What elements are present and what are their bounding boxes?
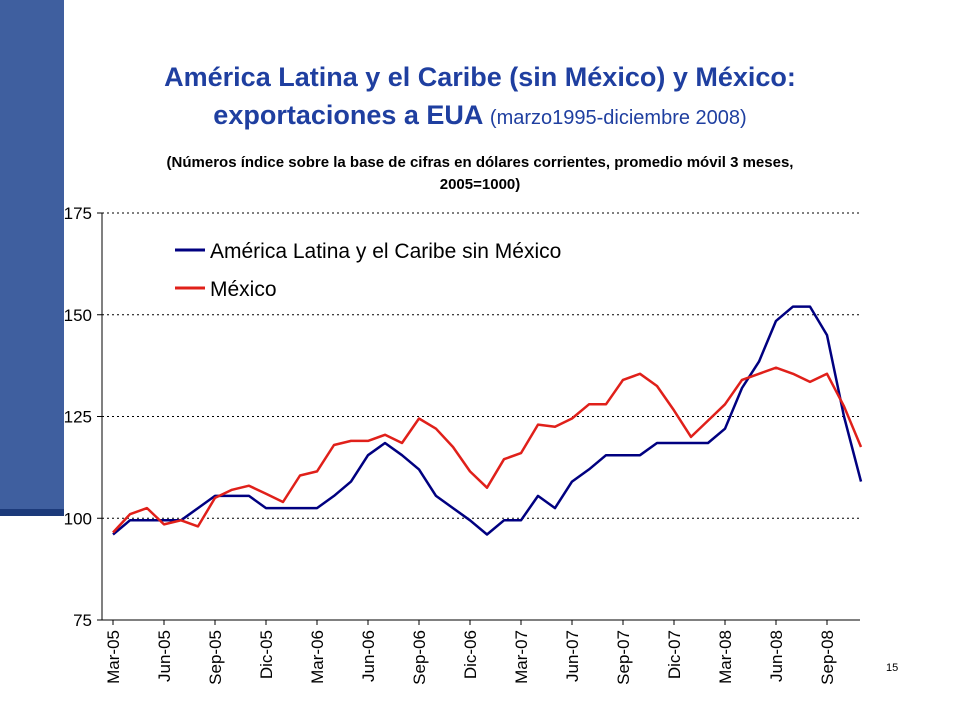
decorative-side-line — [0, 509, 64, 516]
x-tick-label-Mar-07: Mar-07 — [512, 630, 531, 684]
x-tick-label-Jun-05: Jun-05 — [155, 630, 174, 682]
x-tick-label-Mar-06: Mar-06 — [308, 630, 327, 684]
legend-mexico-label: México — [210, 278, 277, 301]
series-line-america-latina — [112, 305, 863, 536]
x-tick-label-Dic-06: Dic-06 — [461, 630, 480, 679]
title-line-2-period: (marzo1995-diciembre 2008) — [489, 107, 747, 129]
title-line-2-bold: exportaciones a EUA — [213, 100, 483, 130]
series-line-mexico — [112, 366, 863, 534]
subtitle-line-1: (Números índice sobre la base de cifras … — [166, 154, 794, 171]
page-number: 15 — [886, 662, 899, 674]
subtitle-line-2: 2005=1000) — [439, 176, 521, 193]
decorative-side-bar — [0, 0, 64, 512]
legend-america-latina-label: América Latina y el Caribe sin México — [210, 240, 561, 263]
x-tick-label-Mar-05: Mar-05 — [104, 630, 123, 684]
slide-subtitle: (Números índice sobre la base de cifras … — [40, 152, 920, 196]
y-tick-label-100: 100 — [64, 509, 92, 528]
y-tick-label-150: 150 — [64, 306, 92, 325]
x-tick-label-Sep-08: Sep-08 — [818, 630, 837, 685]
title-line-2: exportaciones a EUA (marzo1995-diciembre… — [40, 96, 920, 137]
x-tick-label-Mar-08: Mar-08 — [716, 630, 735, 684]
y-tick-label-75: 75 — [73, 611, 92, 630]
x-tick-label-Sep-06: Sep-06 — [410, 630, 429, 685]
slide-title: América Latina y el Caribe (sin México) … — [40, 58, 920, 137]
x-tick-label-Jun-08: Jun-08 — [767, 630, 786, 682]
y-tick-label-175: 175 — [64, 204, 92, 223]
x-tick-label-Jun-06: Jun-06 — [359, 630, 378, 682]
x-tick-label-Sep-05: Sep-05 — [206, 630, 225, 685]
title-line-1: América Latina y el Caribe (sin México) … — [164, 62, 796, 92]
x-tick-label-Dic-07: Dic-07 — [665, 630, 684, 679]
x-tick-label-Sep-07: Sep-07 — [614, 630, 633, 685]
x-tick-label-Jun-07: Jun-07 — [563, 630, 582, 682]
x-tick-label-Dic-05: Dic-05 — [257, 630, 276, 679]
y-tick-label-125: 125 — [64, 408, 92, 427]
